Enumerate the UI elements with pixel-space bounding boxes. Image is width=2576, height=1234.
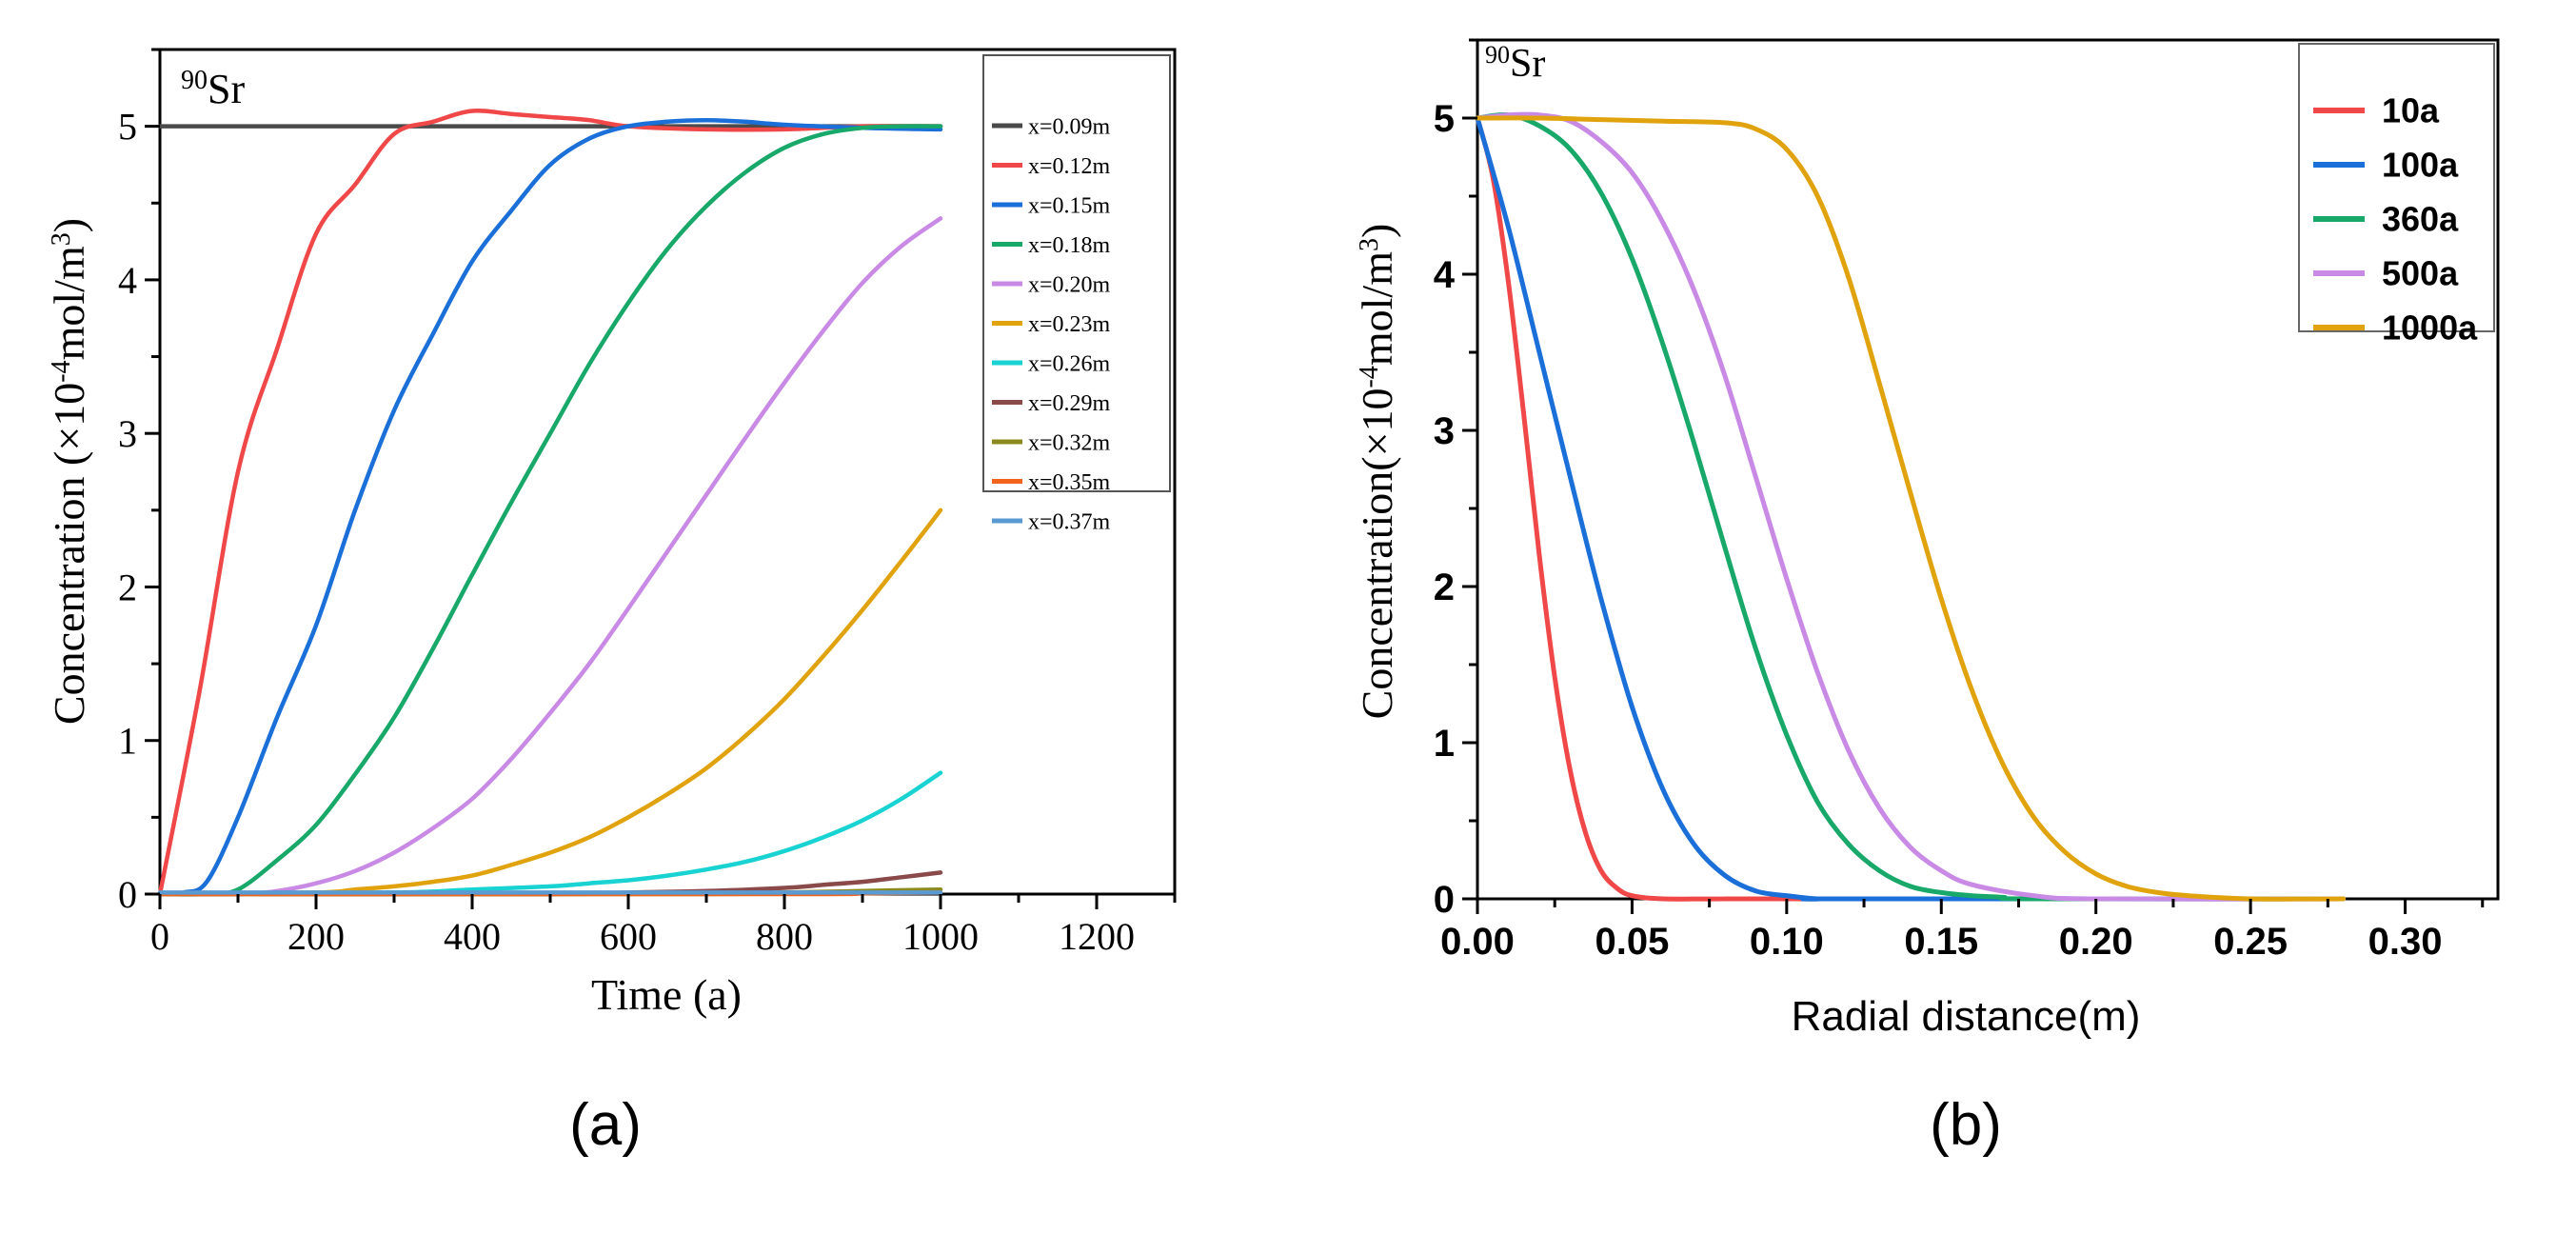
legend-b: 10a 100a 360a 500a 1000a: [2298, 43, 2495, 348]
y-tick-label: 4: [118, 259, 137, 302]
legend-label: x=0.32m: [1028, 430, 1111, 455]
x-axis-label-a: Time (a): [591, 970, 742, 1019]
legend-label: x=0.18m: [1028, 233, 1111, 258]
legend-label: x=0.26m: [1028, 351, 1111, 376]
series-line-10a: [1475, 115, 2347, 902]
x-tick-label: 400: [444, 915, 501, 958]
series-lines-a: [157, 108, 943, 897]
x-tick-label: 1200: [1059, 915, 1135, 958]
y-tick-label: 3: [118, 412, 137, 455]
y-tick-label: 0: [118, 873, 137, 916]
x-tick-label: 200: [287, 915, 345, 958]
x-tick-label: 0.20: [2059, 921, 2133, 963]
series-line-1000a: [1475, 115, 2347, 902]
x-tick-label: 0.15: [1904, 921, 1978, 963]
series-line-360a: [1475, 111, 2347, 902]
legend-label: x=0.15m: [1028, 193, 1111, 218]
x-tick-label: 600: [600, 915, 657, 958]
legend-label: x=0.29m: [1028, 391, 1111, 416]
axis-ticks-a: 0 200 400 600 800 1000 1200 0 1 2 3 4 5: [118, 48, 1177, 958]
series-line-100a: [1475, 115, 2347, 902]
x-tick-label: 0.05: [1595, 921, 1669, 963]
legend-label: x=0.12m: [1028, 154, 1111, 179]
legend-label: 360a: [2382, 200, 2459, 239]
isotope-annotation-b: 90Sr: [1485, 41, 1545, 87]
series-lines-b: [1475, 111, 2347, 902]
legend-a: x=0.09m x=0.12m x=0.15m x=0.18m x=0.20m x=0.2…: [982, 54, 1171, 534]
isotope-annotation-a: 90Sr: [181, 66, 245, 113]
x-axis-label-b: Radial distance(m): [1792, 993, 2141, 1040]
x-tick-label: 0.10: [1750, 921, 1824, 963]
series-line-x-0-23m: [157, 508, 943, 897]
legend-label: x=0.23m: [1028, 312, 1111, 337]
legend-label: x=0.35m: [1028, 470, 1111, 495]
y-tick-label: 2: [118, 566, 137, 608]
series-line-x-0-18m: [157, 124, 943, 897]
y-tick-label: 5: [1434, 98, 1455, 140]
series-line-x-0-15m: [157, 117, 943, 897]
y-tick-label: 0: [1434, 879, 1455, 921]
legend-box-b: [2298, 43, 2495, 332]
y-tick-label: 1: [1434, 723, 1455, 765]
axis-ticks-b: 0.00 0.05 0.10 0.15 0.20 0.25 0.30 0 1 2 3 4 5: [1434, 38, 2485, 963]
y-tick-label: 5: [118, 106, 137, 149]
series-line-500a: [1475, 111, 2347, 902]
x-tick-label: 1000: [902, 915, 979, 958]
y-tick-label: 4: [1434, 254, 1456, 296]
panel-label-b: (b): [1930, 1092, 2002, 1158]
panel-a: 0 200 400 600 800 1000 1200 0 1 2 3 4 5 90Sr x=0.09m…: [45, 48, 1177, 1158]
legend-label: 500a: [2382, 254, 2459, 293]
x-tick-label: 0.30: [2368, 921, 2443, 963]
series-line-x-0-26m: [157, 770, 943, 897]
legend-label: x=0.20m: [1028, 272, 1111, 297]
series-line-x-0-20m: [157, 216, 943, 897]
y-tick-label: 1: [118, 720, 137, 763]
legend-label: 100a: [2382, 146, 2459, 185]
x-tick-label: 800: [756, 915, 813, 958]
legend-label: x=0.09m: [1028, 114, 1111, 139]
y-tick-label: 3: [1434, 410, 1455, 452]
panel-label-a: (a): [569, 1092, 642, 1158]
x-tick-label: 0.00: [1440, 921, 1515, 963]
x-tick-label: 0: [150, 915, 169, 958]
y-axis-label-a: Concentration (×10-4mol/m3): [45, 218, 93, 725]
legend-label: 1000a: [2382, 308, 2478, 348]
legend-label: x=0.37m: [1028, 509, 1111, 534]
x-tick-label: 0.25: [2213, 921, 2288, 963]
y-tick-label: 2: [1434, 567, 1455, 608]
legend-label: 10a: [2382, 91, 2440, 130]
y-axis-label-b: Concentration(×10-4mol/m3): [1353, 224, 1401, 720]
series-line-x-0-12m: [157, 108, 943, 897]
